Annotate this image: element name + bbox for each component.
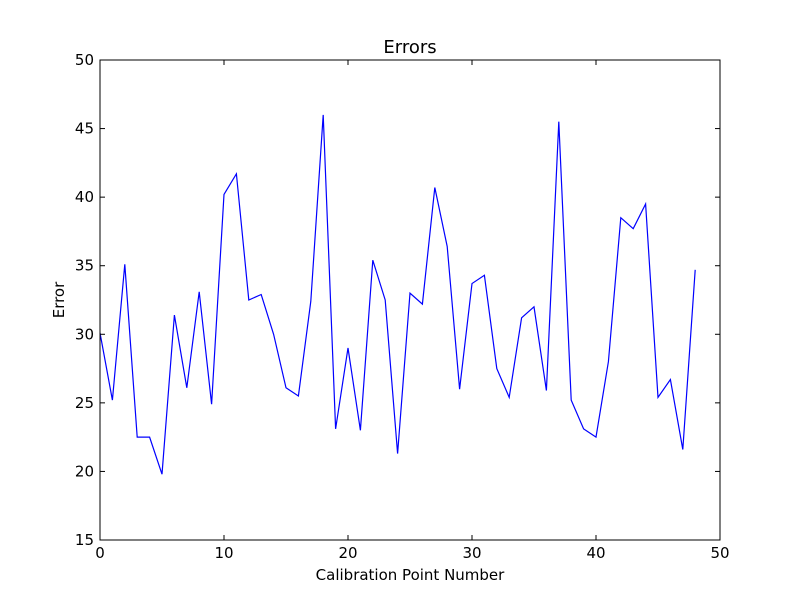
x-tick-label: 10	[214, 544, 233, 562]
chart-title: Errors	[383, 37, 436, 58]
x-axis-label: Calibration Point Number	[316, 566, 505, 584]
y-tick-label: 45	[75, 120, 94, 138]
y-tick-label: 50	[75, 51, 94, 69]
x-tick-label: 40	[586, 544, 605, 562]
y-tick-label: 30	[75, 325, 94, 343]
plot-frame	[99, 59, 721, 541]
x-tick-label: 50	[710, 544, 729, 562]
y-tick-label: 25	[75, 394, 94, 412]
y-axis: 15 20 25 30 35 40 45 50	[75, 51, 720, 549]
x-tick-label: 30	[462, 544, 481, 562]
y-axis-label: Error	[50, 281, 68, 318]
x-tick-label: 20	[338, 544, 357, 562]
series-line-1	[99, 114, 696, 475]
plot-area	[99, 59, 721, 541]
y-tick-label: 20	[75, 462, 94, 480]
x-tick-label: 0	[95, 544, 105, 562]
y-tick-label: 35	[75, 257, 94, 275]
x-axis: 0 10 20 30 40 50	[95, 60, 730, 562]
y-tick-label: 40	[75, 188, 94, 206]
y-tick-label: 15	[75, 531, 94, 549]
